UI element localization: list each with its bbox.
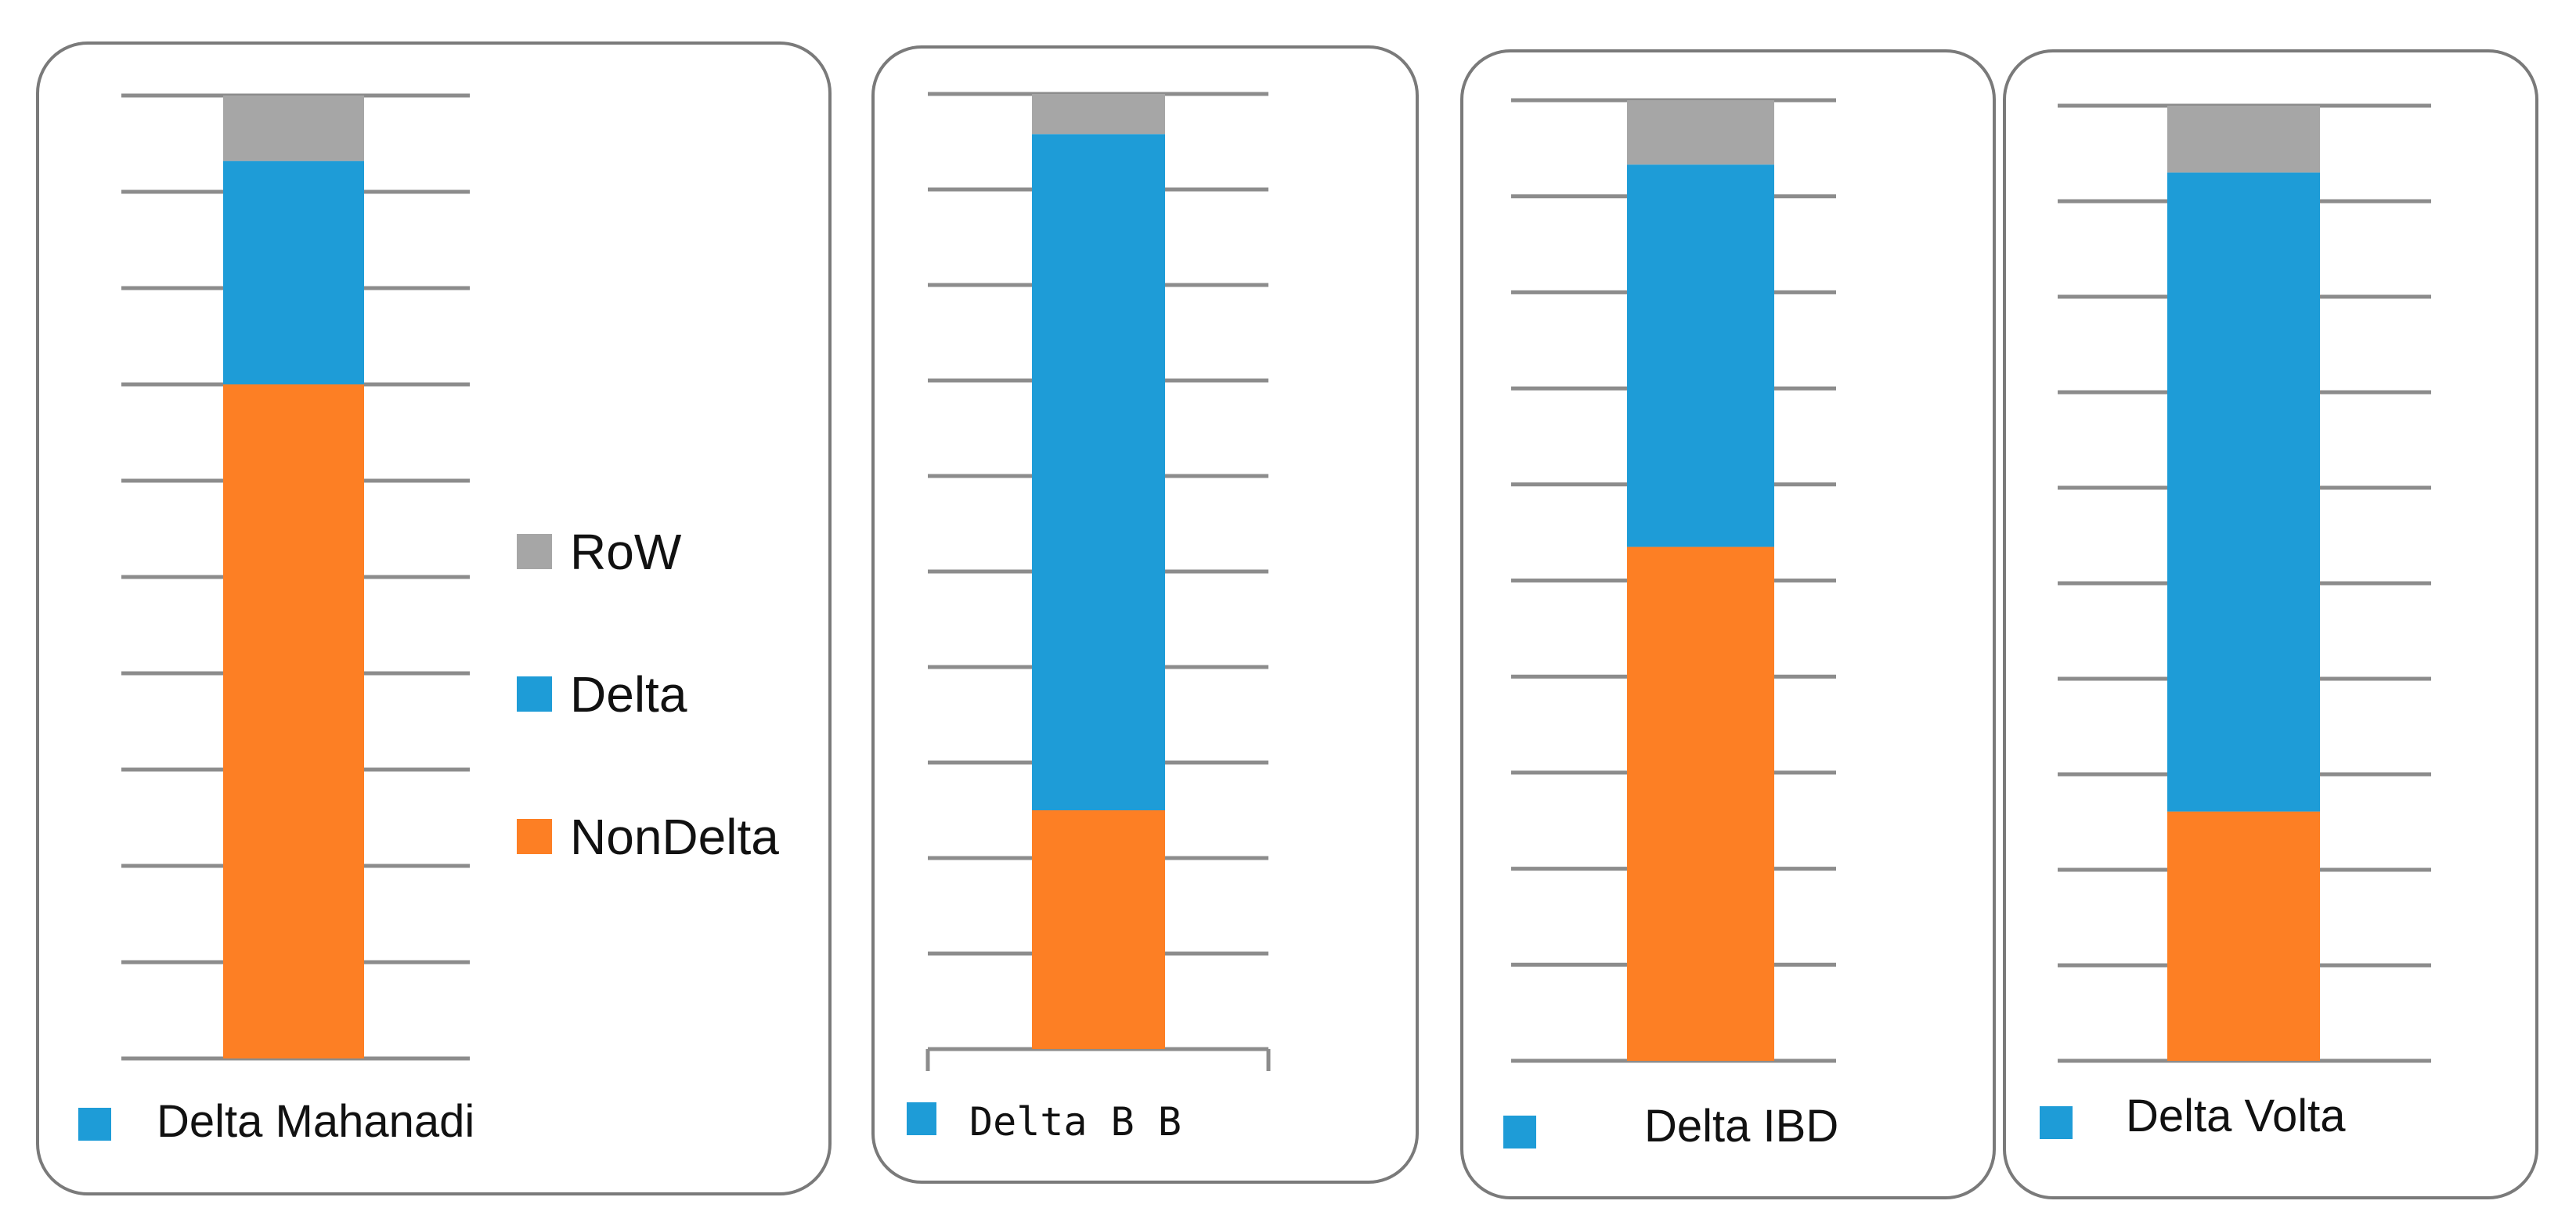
chart-panel-4: Delta Volta — [2003, 49, 2538, 1199]
panel-legend-marker — [1503, 1116, 1536, 1148]
panels-layer: Delta Mahanadi Delta B B Delta IBD Delta Vo… — [36, 41, 2538, 1199]
bar-segment-delta — [2167, 172, 2320, 812]
panel-title: Delta Volta — [2126, 1091, 2346, 1141]
bar-segment-row — [1627, 100, 1774, 165]
panel-legend-marker — [2040, 1106, 2073, 1139]
chart-legend: RoW Delta NonDelta — [517, 524, 779, 865]
chart-panel-3: Delta IBD — [1460, 49, 1996, 1199]
bar-segment-delta — [1032, 134, 1165, 811]
chart-panel-2: Delta B B — [871, 45, 1419, 1184]
legend-label-row: RoW — [570, 524, 682, 580]
panel-title: Delta B B — [969, 1099, 1182, 1145]
legend-swatch-row — [517, 534, 552, 569]
panel-legend-marker — [78, 1108, 111, 1141]
panel-title: Delta IBD — [1644, 1101, 1838, 1152]
bar-segment-nondelta — [223, 384, 364, 1058]
bar-segment-delta — [223, 160, 364, 384]
legend-label-nondelta: NonDelta — [570, 809, 779, 865]
panel-frame — [36, 41, 832, 1195]
legend-swatch-nondelta — [517, 819, 552, 854]
bar-segment-row — [2167, 106, 2320, 173]
panel-legend-marker — [907, 1102, 936, 1135]
bar-segment-row — [223, 96, 364, 161]
chart-panel-1: Delta Mahanadi — [36, 41, 832, 1195]
bar-segment-row — [1032, 94, 1165, 135]
bar-segment-nondelta — [1627, 546, 1774, 1061]
panel-title: Delta Mahanadi — [157, 1096, 474, 1147]
legend-label-delta: Delta — [570, 666, 687, 723]
bar-segment-nondelta — [2167, 811, 2320, 1061]
bar-segment-delta — [1627, 164, 1774, 547]
legend-swatch-delta — [517, 676, 552, 712]
bar-segment-nondelta — [1032, 810, 1165, 1049]
